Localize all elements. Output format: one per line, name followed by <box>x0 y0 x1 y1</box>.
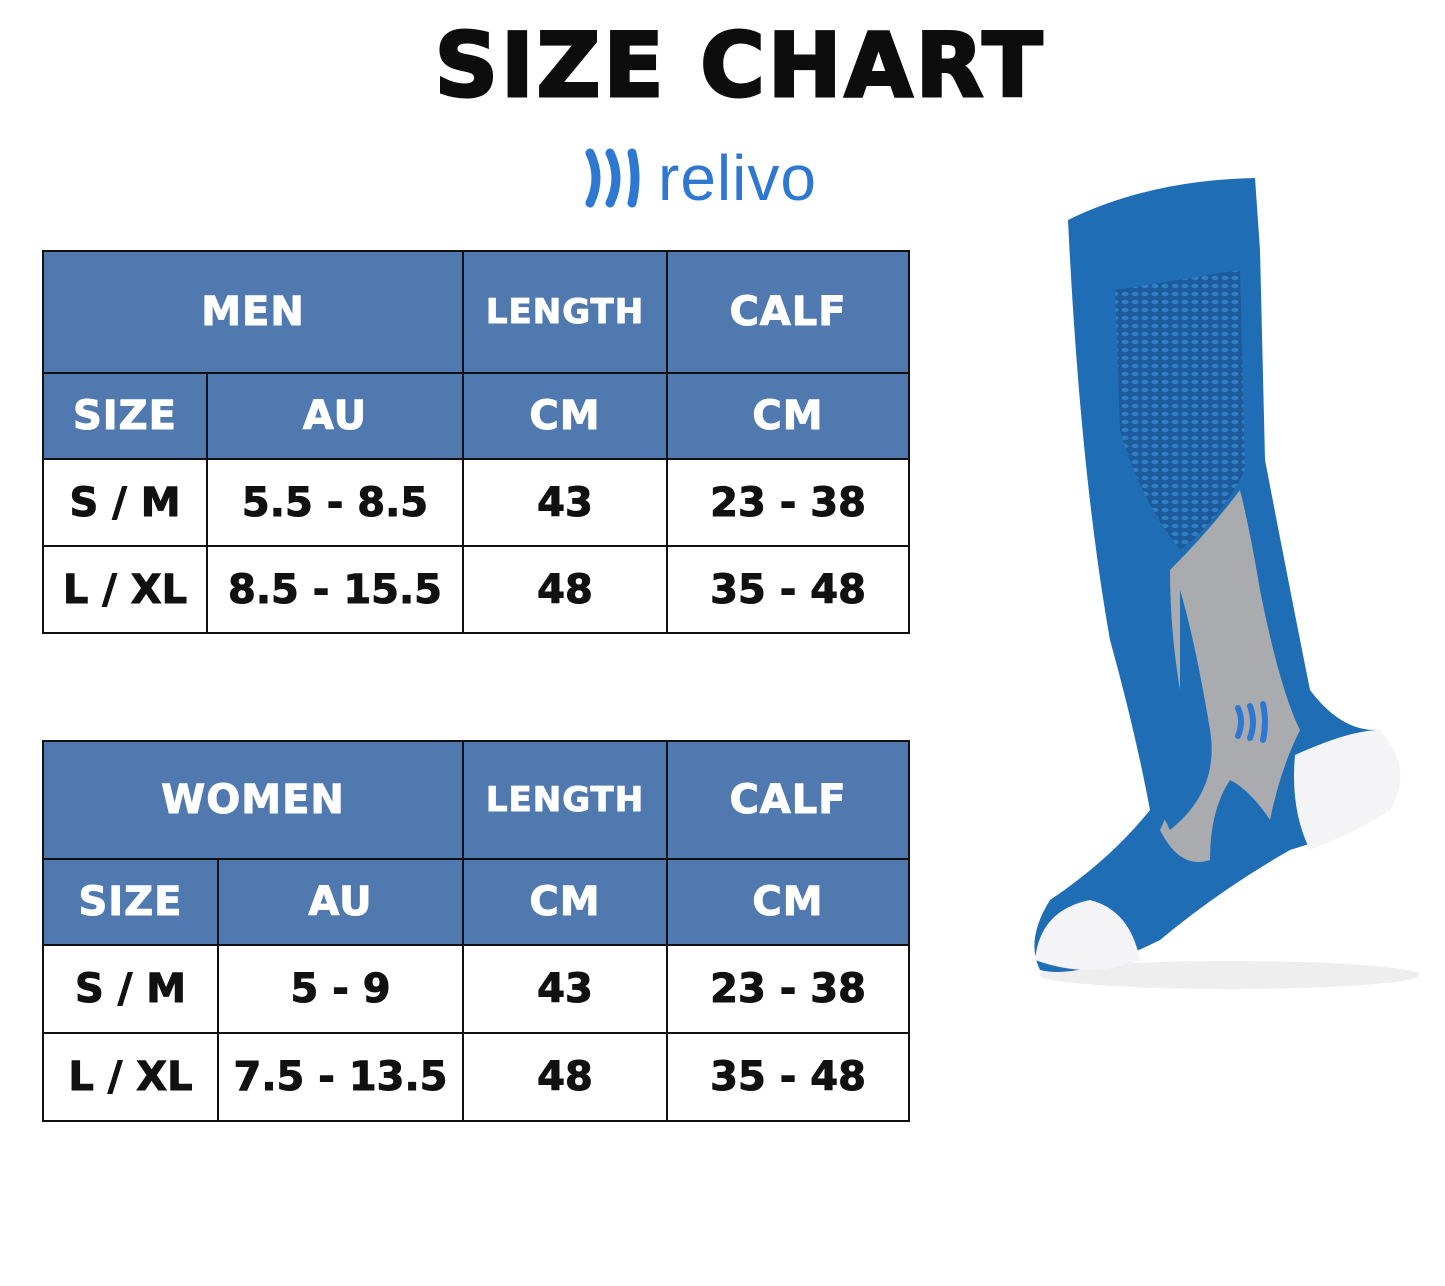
size-cell: S / M <box>42 458 208 547</box>
length-cell: 48 <box>462 1032 669 1122</box>
brand-logo: relivo <box>584 140 817 215</box>
table-row: L / XL 8.5 - 15.5 48 35 - 48 <box>42 545 911 634</box>
calf-header: CALF <box>666 250 911 374</box>
calf-cell: 35 - 48 <box>666 545 911 634</box>
size-header: SIZE <box>42 372 208 460</box>
women-group-header: WOMEN <box>41 740 465 860</box>
men-size-table: MEN LENGTH CALF SIZE AU CM CM S / M 5.5 … <box>41 250 911 634</box>
au-header: AU <box>205 372 465 460</box>
page-title: SIZE CHART <box>433 13 1046 119</box>
size-cell: L / XL <box>42 545 208 634</box>
au-cell: 5.5 - 8.5 <box>205 458 465 547</box>
au-cell: 7.5 - 13.5 <box>216 1032 465 1122</box>
table-row: L / XL 7.5 - 13.5 48 35 - 48 <box>42 1032 911 1122</box>
calf-cell: 23 - 38 <box>666 944 911 1034</box>
calf-cell: 23 - 38 <box>666 458 911 547</box>
length-unit-header: CM <box>462 858 669 946</box>
length-unit-header: CM <box>462 372 669 460</box>
table-row: S / M 5 - 9 43 23 - 38 <box>42 944 911 1034</box>
brand-waves-icon <box>585 148 640 207</box>
size-cell: S / M <box>42 944 219 1034</box>
table-row: S / M 5.5 - 8.5 43 23 - 38 <box>42 458 911 547</box>
women-size-table: WOMEN LENGTH CALF SIZE AU CM CM S / M 5 … <box>41 740 911 1122</box>
men-group-header: MEN <box>41 250 465 374</box>
calf-unit-header: CM <box>666 372 911 460</box>
size-cell: L / XL <box>42 1032 219 1122</box>
calf-header: CALF <box>666 740 911 860</box>
length-header: LENGTH <box>462 250 669 374</box>
au-cell: 5 - 9 <box>216 944 465 1034</box>
compression-sock-image <box>1034 178 1420 989</box>
length-header: LENGTH <box>462 740 669 860</box>
brand-name: relivo <box>658 141 817 214</box>
length-cell: 43 <box>462 944 669 1034</box>
au-cell: 8.5 - 15.5 <box>205 545 465 634</box>
length-cell: 48 <box>462 545 669 634</box>
size-header: SIZE <box>42 858 219 946</box>
calf-cell: 35 - 48 <box>666 1032 911 1122</box>
calf-unit-header: CM <box>666 858 911 946</box>
au-header: AU <box>216 858 465 946</box>
length-cell: 43 <box>462 458 669 547</box>
